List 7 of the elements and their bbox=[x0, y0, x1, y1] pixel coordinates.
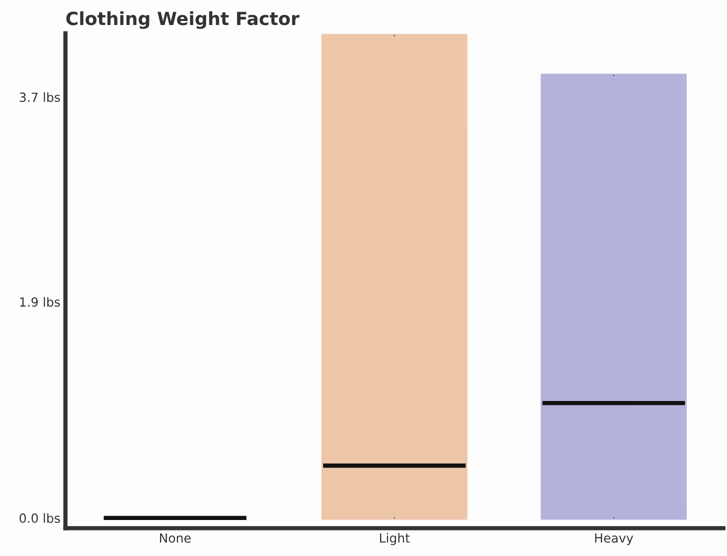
y-tick-label: 1.9 lbs bbox=[20, 297, 60, 307]
x-tick-label: None bbox=[160, 533, 191, 543]
y-tick-label: 0.0 lbs bbox=[20, 513, 60, 523]
x-tick-label: Heavy bbox=[595, 533, 634, 546]
y-tick-label: 3.7 lbs bbox=[20, 92, 60, 102]
chart-title: Clothing Weight Factor bbox=[66, 11, 300, 29]
x-tick-label: Light bbox=[380, 533, 410, 546]
